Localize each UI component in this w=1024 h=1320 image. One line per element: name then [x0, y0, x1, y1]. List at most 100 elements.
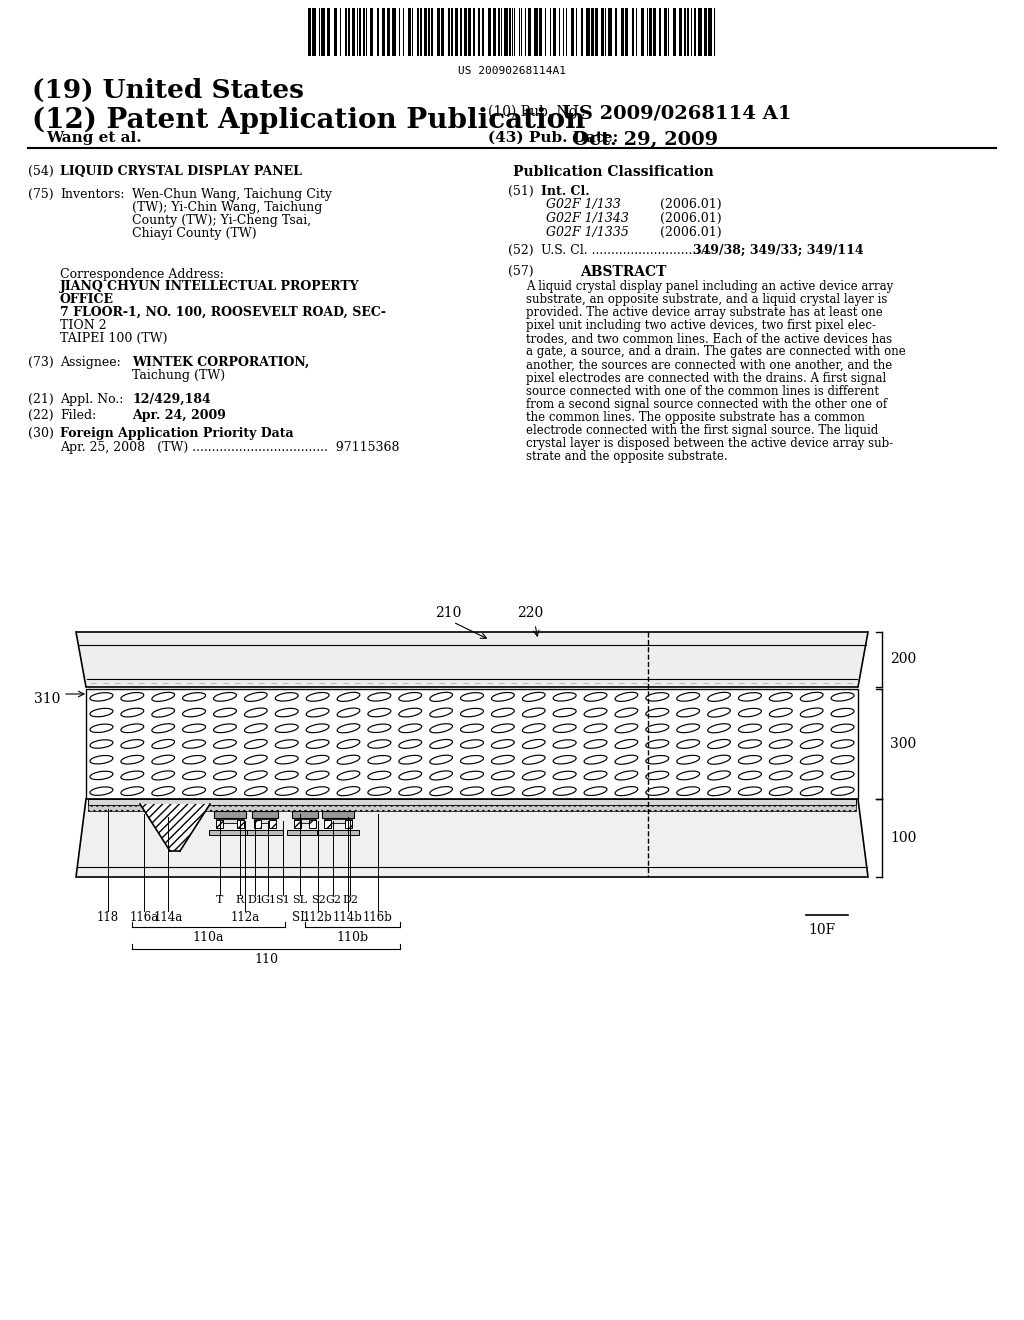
Ellipse shape — [182, 693, 206, 701]
Bar — [334, 8, 337, 55]
Ellipse shape — [182, 725, 206, 733]
Text: D2: D2 — [342, 895, 358, 906]
Ellipse shape — [214, 739, 237, 748]
Bar — [392, 8, 395, 55]
Bar — [254, 818, 276, 822]
Bar — [509, 8, 511, 55]
Ellipse shape — [461, 771, 483, 780]
Bar — [399, 8, 400, 55]
Ellipse shape — [182, 709, 206, 717]
Text: substrate, an opposite substrate, and a liquid crystal layer is: substrate, an opposite substrate, and a … — [526, 293, 888, 306]
Text: trodes, and two common lines. Each of the active devices has: trodes, and two common lines. Each of th… — [526, 333, 892, 346]
Bar — [340, 8, 341, 55]
Text: 110b: 110b — [336, 931, 368, 944]
Bar — [632, 8, 634, 55]
Ellipse shape — [738, 755, 762, 764]
Bar — [501, 8, 502, 55]
Ellipse shape — [275, 755, 298, 764]
Bar — [408, 8, 411, 55]
Ellipse shape — [214, 723, 237, 733]
Bar — [714, 8, 715, 55]
Bar — [327, 8, 330, 55]
Ellipse shape — [553, 709, 577, 717]
Bar — [498, 8, 500, 55]
Bar — [477, 8, 480, 55]
Ellipse shape — [584, 709, 607, 717]
Ellipse shape — [461, 693, 483, 701]
Bar — [525, 8, 526, 55]
Text: 10F: 10F — [808, 923, 836, 937]
Ellipse shape — [492, 693, 514, 701]
Ellipse shape — [801, 708, 823, 717]
Text: pixel unit including two active devices, two first pixel elec-: pixel unit including two active devices,… — [526, 319, 876, 333]
Bar — [254, 820, 261, 828]
Bar — [641, 8, 644, 55]
Ellipse shape — [214, 709, 237, 717]
Bar — [370, 8, 374, 55]
Polygon shape — [140, 804, 210, 851]
Ellipse shape — [368, 787, 391, 796]
Bar — [514, 8, 515, 55]
Text: (52): (52) — [508, 244, 534, 257]
Ellipse shape — [738, 693, 762, 701]
Bar — [292, 810, 318, 818]
Ellipse shape — [553, 755, 577, 764]
Ellipse shape — [738, 725, 762, 733]
Bar — [577, 8, 578, 55]
Ellipse shape — [306, 709, 329, 717]
Text: S2: S2 — [310, 895, 326, 906]
Ellipse shape — [245, 723, 267, 733]
Bar — [377, 8, 379, 55]
Text: the common lines. The opposite substrate has a common: the common lines. The opposite substrate… — [526, 411, 865, 424]
Bar — [636, 8, 637, 55]
Ellipse shape — [121, 787, 143, 796]
Ellipse shape — [553, 725, 577, 733]
Ellipse shape — [461, 709, 483, 717]
Bar — [308, 8, 311, 55]
Text: Wang et al.: Wang et al. — [46, 131, 141, 145]
Ellipse shape — [461, 787, 483, 796]
Ellipse shape — [831, 787, 854, 796]
Ellipse shape — [306, 787, 329, 796]
Bar — [653, 8, 656, 55]
Text: Int. Cl.: Int. Cl. — [541, 185, 590, 198]
Bar — [441, 8, 444, 55]
Bar — [252, 810, 278, 818]
Ellipse shape — [430, 755, 453, 764]
Ellipse shape — [738, 739, 762, 748]
Bar — [86, 689, 858, 799]
Ellipse shape — [831, 693, 854, 701]
Text: D1: D1 — [247, 895, 263, 906]
Text: 110: 110 — [254, 953, 278, 966]
Bar — [322, 8, 325, 55]
Ellipse shape — [90, 787, 113, 796]
Bar — [424, 8, 427, 55]
Ellipse shape — [584, 771, 607, 780]
Ellipse shape — [152, 692, 174, 701]
Text: (2006.01): (2006.01) — [660, 226, 722, 239]
Bar — [669, 8, 670, 55]
Text: SL: SL — [293, 895, 307, 906]
Ellipse shape — [245, 771, 267, 780]
Text: Appl. No.:: Appl. No.: — [60, 393, 123, 407]
Text: (75): (75) — [28, 187, 53, 201]
Bar — [294, 820, 301, 828]
Ellipse shape — [492, 787, 514, 796]
Ellipse shape — [430, 708, 453, 717]
Bar — [287, 830, 323, 836]
Bar — [709, 8, 712, 55]
Text: G02F 1/1335: G02F 1/1335 — [546, 226, 629, 239]
Text: another, the sources are connected with one another, and the: another, the sources are connected with … — [526, 359, 892, 372]
Bar — [625, 8, 629, 55]
Ellipse shape — [553, 739, 577, 748]
Text: (51): (51) — [508, 185, 534, 198]
Text: Chiayi County (TW): Chiayi County (TW) — [132, 227, 257, 240]
Ellipse shape — [677, 723, 699, 733]
Text: (21): (21) — [28, 393, 53, 407]
Ellipse shape — [615, 692, 638, 701]
Ellipse shape — [337, 692, 359, 701]
Ellipse shape — [461, 739, 483, 748]
Text: WINTEK CORPORATION,: WINTEK CORPORATION, — [132, 356, 309, 370]
Polygon shape — [76, 632, 868, 686]
Text: (19) United States: (19) United States — [32, 78, 304, 103]
